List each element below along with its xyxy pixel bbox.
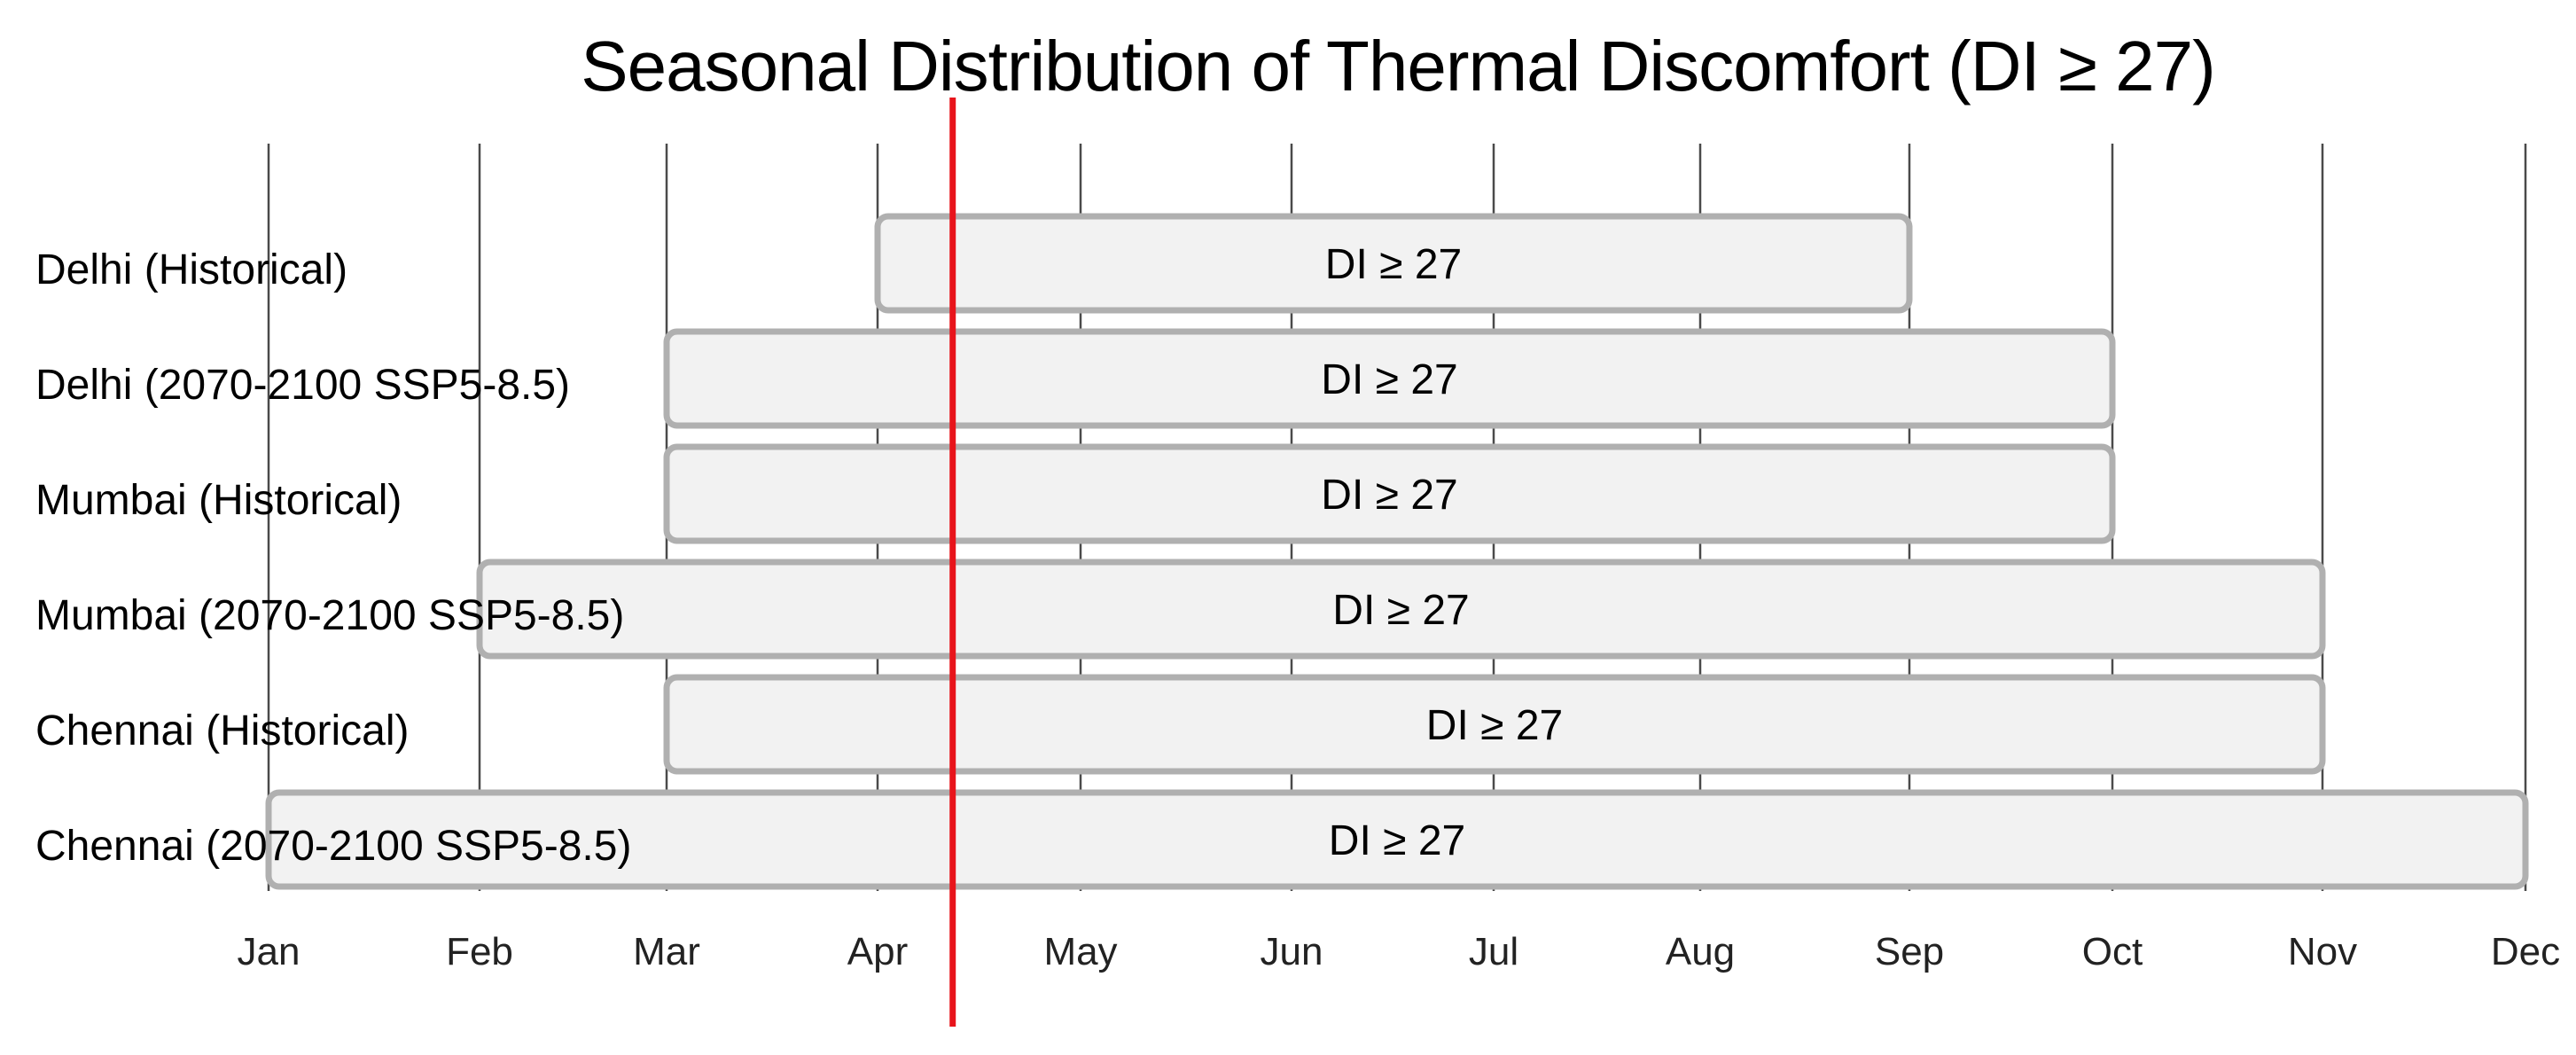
bar-label: DI ≥ 27: [1332, 587, 1469, 634]
bar: [874, 213, 1913, 314]
x-tick-label: Sep: [1875, 930, 1944, 973]
x-tick-label: Jul: [1469, 930, 1518, 973]
bar-label: DI ≥ 27: [1426, 702, 1563, 749]
x-tick-label: Apr: [847, 930, 908, 973]
bar-label: DI ≥ 27: [1321, 472, 1457, 519]
bar: [663, 674, 2326, 775]
bar: [265, 789, 2529, 890]
chart-title: Seasonal Distribution of Thermal Discomf…: [581, 27, 2214, 106]
bar-label: DI ≥ 27: [1329, 817, 1465, 864]
x-tick-label: May: [1043, 930, 1117, 973]
row-labels: Delhi (Historical) Delhi (2070-2100 SSP5-…: [35, 246, 631, 870]
x-tick-label: Mar: [633, 930, 700, 973]
row-label: Mumbai (2070-2100 SSP5-8.5): [35, 592, 624, 639]
bar-label: DI ≥ 27: [1325, 241, 1462, 288]
row-label: Delhi (Historical): [35, 246, 347, 293]
x-tick-label: Nov: [2288, 930, 2357, 973]
x-tick-label: Jan: [238, 930, 301, 973]
x-tick-label: Feb: [446, 930, 513, 973]
x-tick-label: Dec: [2491, 930, 2560, 973]
row-label: Delhi (2070-2100 SSP5-8.5): [35, 362, 570, 409]
bars: DI ≥ 27 DI ≥ 27 DI ≥ 27 DI ≥ 27 DI ≥ 27 DI ≥ …: [265, 213, 2529, 890]
row-label: Chennai (Historical): [35, 707, 409, 754]
row-label: Chennai (2070-2100 SSP5-8.5): [35, 823, 631, 870]
x-axis-ticks: Jan Feb Mar Apr May Jun Jul Aug Sep Oct Nov Dec: [238, 930, 2561, 973]
x-tick-label: Aug: [1666, 930, 1735, 973]
row-label: Mumbai (Historical): [35, 477, 402, 524]
bar: [663, 443, 2116, 544]
x-tick-label: Oct: [2082, 930, 2143, 973]
x-tick-label: Jun: [1261, 930, 1323, 973]
bar: [663, 328, 2116, 429]
bar: [476, 559, 2326, 660]
bar-label: DI ≥ 27: [1321, 356, 1457, 403]
